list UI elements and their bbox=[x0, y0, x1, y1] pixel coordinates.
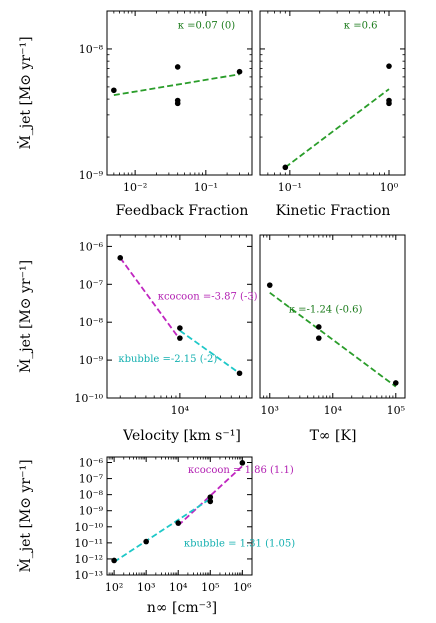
data-point bbox=[236, 68, 243, 75]
chart-panel-middle-left: 10⁴ 10⁻¹⁰ 10⁻⁹ 10⁻⁸ 10⁻⁷ 10⁻⁶ κcocoon =-3.87 (… bbox=[16, 234, 258, 444]
data-point bbox=[143, 538, 149, 545]
fit-label: κcocoon =-3.87 (-3) bbox=[158, 291, 258, 302]
fit-line bbox=[113, 73, 240, 97]
data-point bbox=[177, 325, 183, 331]
data-point bbox=[207, 494, 214, 500]
fit-line bbox=[179, 329, 241, 374]
fit-line bbox=[269, 291, 397, 388]
data-point bbox=[177, 335, 183, 341]
data-point bbox=[236, 370, 243, 377]
data-point bbox=[315, 335, 322, 341]
fit-label: κbubble = 1.31 (1.05) bbox=[184, 538, 295, 549]
fit-label: κcocoon = 1.86 (1.1) bbox=[188, 465, 294, 476]
data-point bbox=[282, 164, 289, 171]
x-tick-label: 10⁻¹ bbox=[278, 181, 302, 194]
fit-label: κ =0.6 bbox=[344, 21, 378, 32]
y-tick-label: 10⁻¹⁰ bbox=[74, 392, 103, 405]
fit-line bbox=[113, 498, 211, 563]
data-point bbox=[117, 255, 124, 261]
plot-frame bbox=[259, 234, 406, 399]
data-point bbox=[315, 324, 322, 330]
x-axis-label: Feedback Fraction bbox=[116, 203, 249, 219]
x-axis-label: Velocity [km s⁻¹] bbox=[122, 428, 241, 444]
y-axis-label: Ṁ_jet [M⊙ yr⁻¹] bbox=[16, 36, 34, 149]
fit-line bbox=[284, 88, 390, 169]
x-tick-label: 10⁴ bbox=[171, 404, 190, 417]
x-tick-label: 10⁵ bbox=[387, 404, 405, 417]
y-tick-label: 10⁻¹¹ bbox=[74, 537, 103, 550]
data-point bbox=[392, 380, 399, 386]
y-tick-label: 10⁻⁶ bbox=[79, 457, 104, 470]
y-axis-label: Ṁ_jet [M⊙ yr⁻¹] bbox=[16, 459, 34, 572]
data-point bbox=[174, 100, 181, 107]
y-tick-label: 10⁻⁸ bbox=[79, 316, 104, 329]
y-axis-label: Ṁ_jet [M⊙ yr⁻¹] bbox=[16, 260, 34, 373]
y-tick-label: 10⁻⁹ bbox=[79, 505, 104, 518]
x-tick-label: 10³ bbox=[261, 404, 279, 417]
y-tick-label: 10⁻⁹ bbox=[79, 354, 104, 367]
x-tick-label: 10⁶ bbox=[233, 581, 252, 594]
fit-label: κbubble =-2.15 (-2) bbox=[118, 354, 217, 365]
fit-line bbox=[119, 257, 181, 341]
x-axis-label: T∞ [K] bbox=[310, 428, 357, 444]
x-axis-label: Kinetic Fraction bbox=[276, 203, 391, 219]
data-point bbox=[239, 460, 246, 466]
fit-label: κ =0.07 (0) bbox=[178, 21, 236, 32]
chart-panel-middle-right: 10³ 10⁴ 10⁵ κ =-1.24 (-0.6) T∞ [K] bbox=[259, 234, 406, 444]
x-tick-label: 10⁻² bbox=[123, 181, 147, 194]
y-tick-label: 10⁻⁹ bbox=[79, 169, 104, 182]
x-tick-label: 10² bbox=[105, 581, 123, 594]
chart-panel-top-left: 10⁻² 10⁻¹ 10⁻⁹ 10⁻⁸ κ =0.07 (0) Feedback Frac… bbox=[16, 10, 253, 219]
x-tick-label: 10⁴ bbox=[169, 581, 188, 594]
data-point bbox=[174, 64, 181, 70]
chart-panel-top-right: 10⁻¹ 10⁰ κ =0.6 Kinetic Fraction bbox=[259, 10, 406, 219]
fit-line bbox=[177, 465, 243, 527]
y-tick-label: 10⁻⁸ bbox=[79, 43, 104, 56]
x-tick-label: 10⁴ bbox=[324, 404, 343, 417]
y-tick-label: 10⁻⁷ bbox=[79, 473, 104, 486]
x-tick-label: 10⁻¹ bbox=[194, 181, 218, 194]
x-tick-label: 10³ bbox=[137, 581, 155, 594]
y-tick-label: 10⁻⁷ bbox=[79, 278, 104, 291]
plot-frame bbox=[106, 10, 253, 176]
data-point bbox=[386, 100, 392, 107]
y-tick-label: 10⁻¹² bbox=[74, 553, 103, 566]
x-axis-label: n∞ [cm⁻³] bbox=[147, 600, 217, 616]
plot-frame bbox=[106, 234, 253, 399]
plot-frame bbox=[259, 10, 406, 176]
fit-label: κ =-1.24 (-0.6) bbox=[289, 305, 363, 316]
data-point bbox=[111, 557, 117, 564]
y-tick-label: 10⁻⁶ bbox=[79, 240, 104, 253]
data-point bbox=[175, 520, 182, 526]
y-tick-label: 10⁻¹⁰ bbox=[74, 521, 103, 534]
data-point bbox=[207, 498, 214, 505]
data-point bbox=[386, 63, 392, 69]
chart-panel-bottom: 10² 10³ 10⁴ 10⁵ 10⁶ 10⁻¹³ 10⁻¹² 10⁻¹¹ 10⁻¹⁰ 10⁻⁹ 1… bbox=[16, 456, 295, 616]
y-tick-label: 10⁻¹³ bbox=[74, 569, 103, 582]
x-tick-label: 10⁵ bbox=[201, 581, 219, 594]
data-point bbox=[266, 282, 273, 288]
x-tick-label: 10⁰ bbox=[380, 181, 399, 194]
data-point bbox=[111, 87, 117, 94]
plot-frame bbox=[106, 456, 253, 576]
y-tick-label: 10⁻⁸ bbox=[79, 489, 104, 502]
